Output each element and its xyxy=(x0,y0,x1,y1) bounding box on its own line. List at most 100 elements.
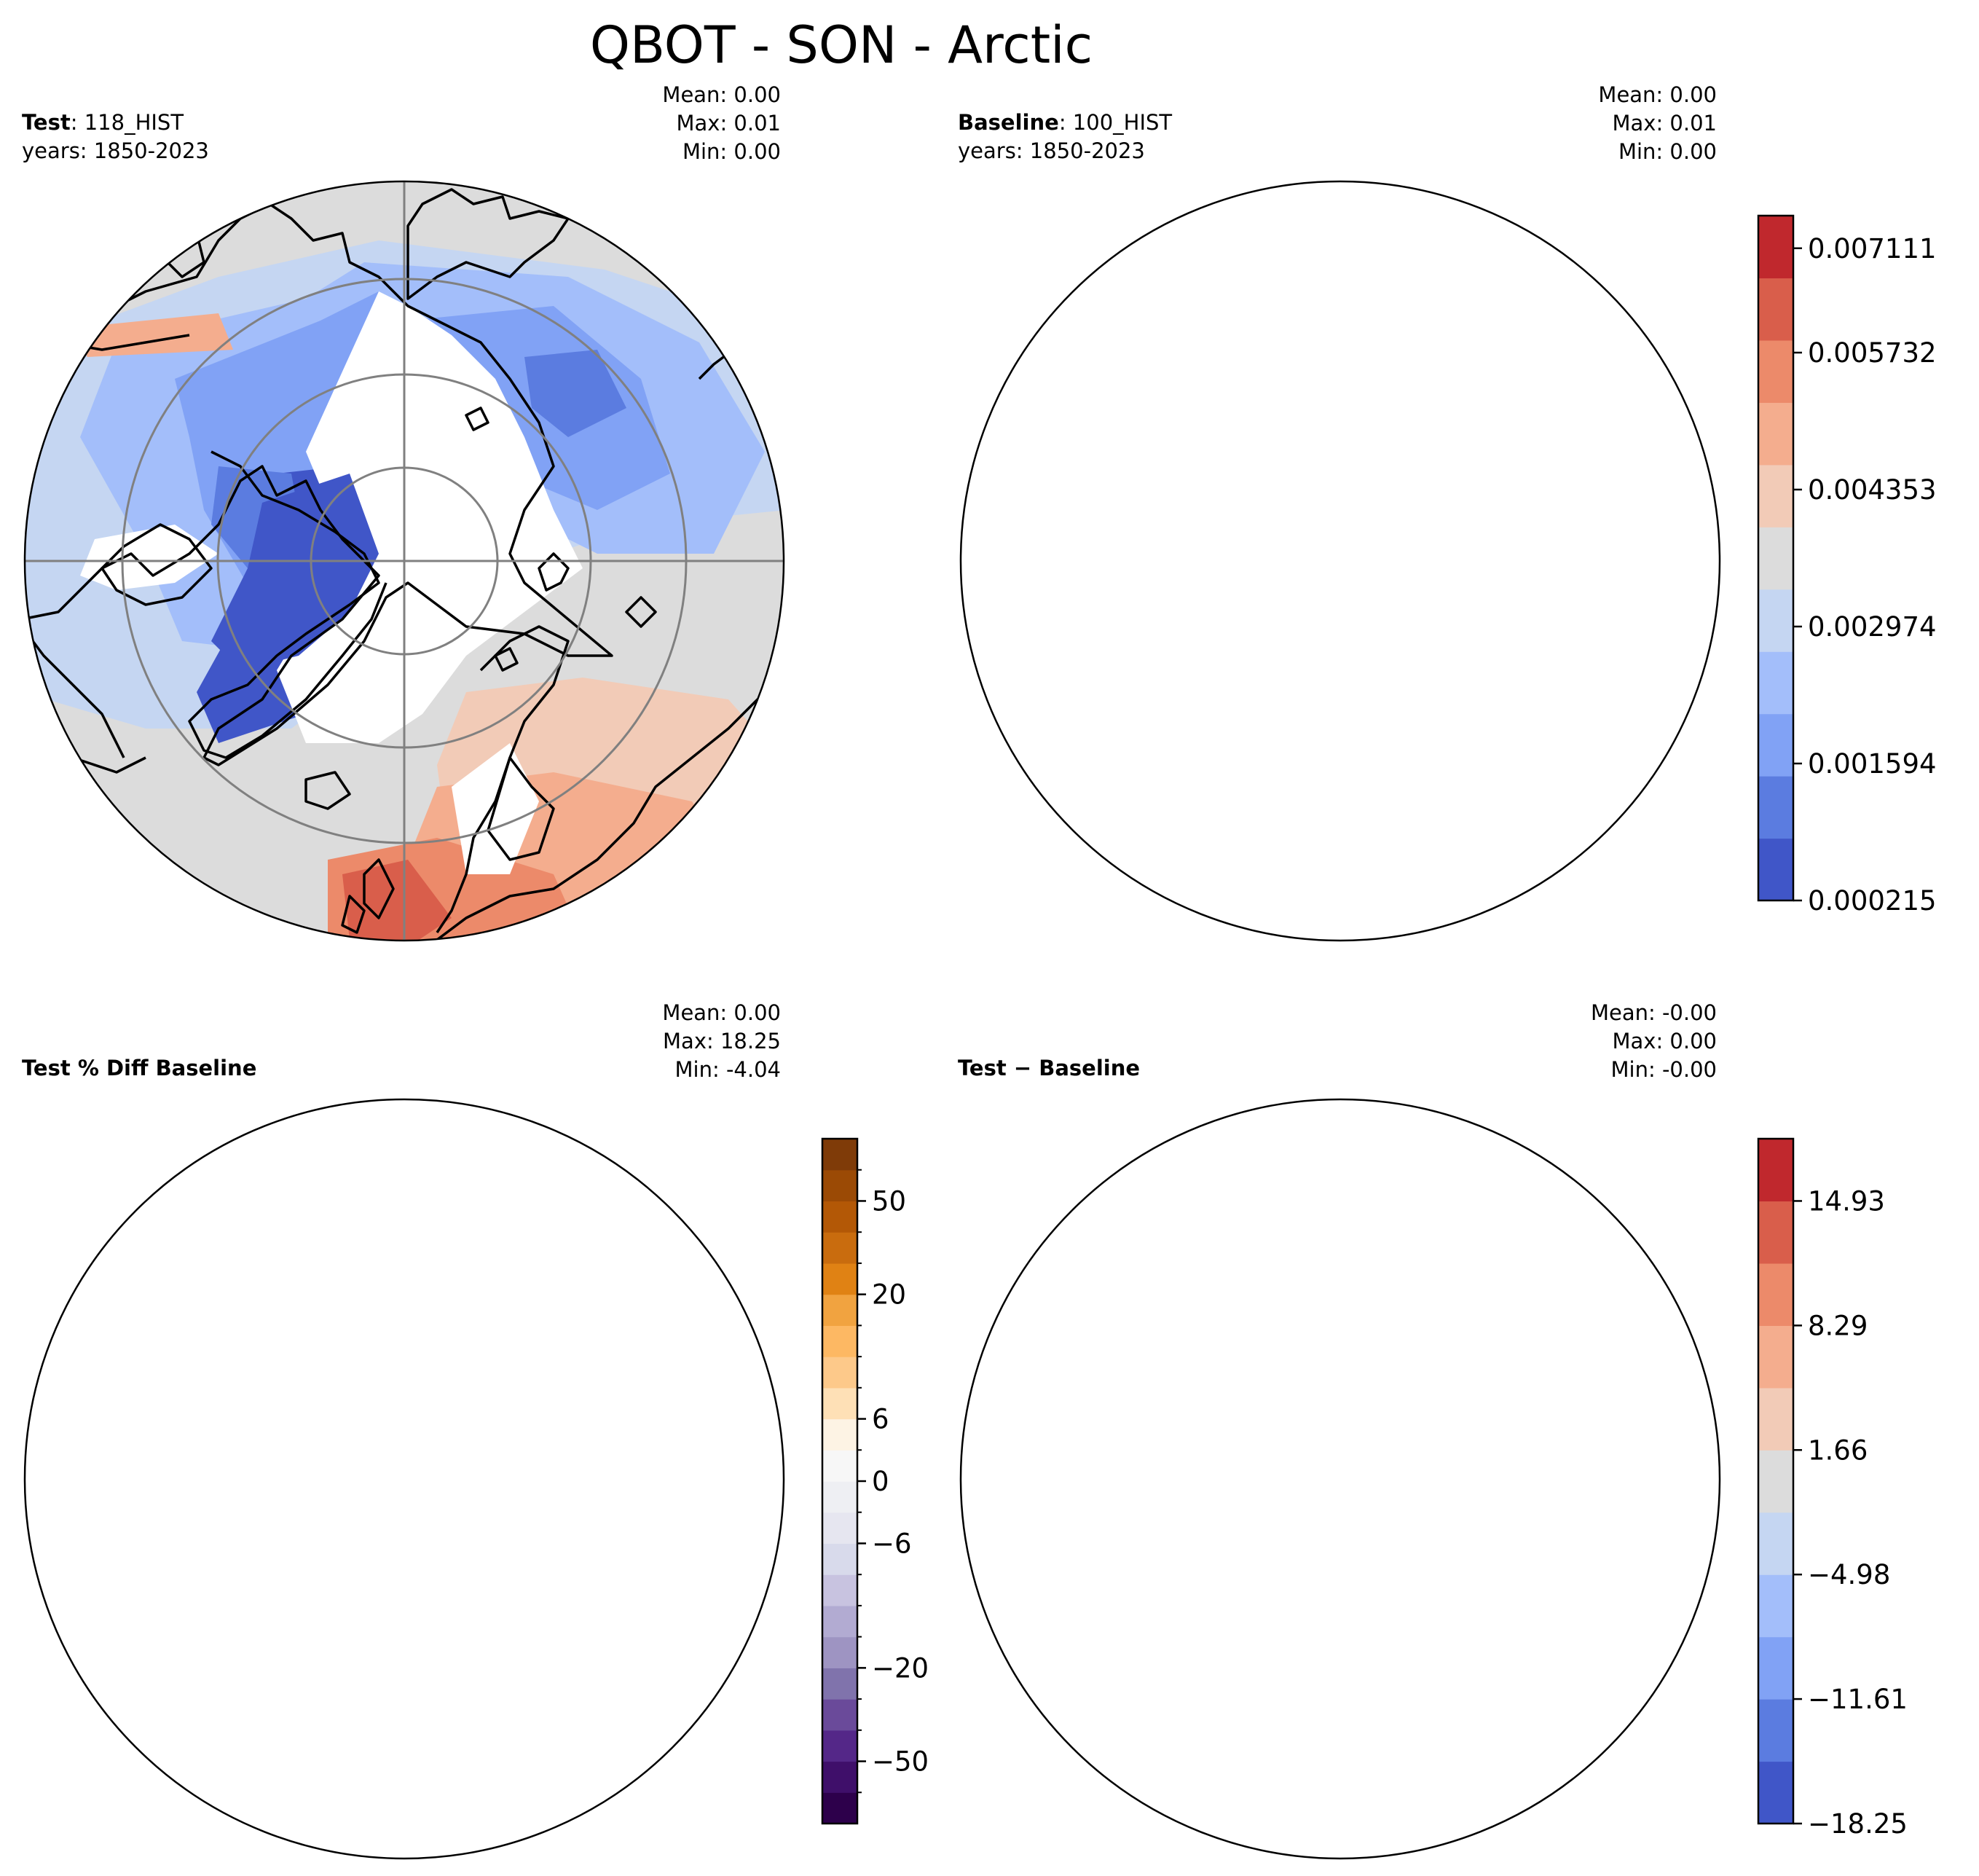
colorbar-band xyxy=(822,1636,857,1668)
colorbar-band xyxy=(1758,1139,1793,1202)
colorbar-tick-label: 20 xyxy=(872,1279,906,1311)
colorbar-tick-label: 0.004353 xyxy=(1808,474,1937,506)
colorbar-main: 0.000215 0.001594 0.002974 0.004353 0.005732… xyxy=(1757,214,1937,917)
colorbar-band xyxy=(1758,216,1793,279)
colorbar-tick-label: −6 xyxy=(872,1528,912,1559)
colorbar-band xyxy=(1758,1512,1793,1575)
panel-baseline-mean: Mean: 0.00 xyxy=(1598,82,1717,107)
colorbar-band xyxy=(1758,1201,1793,1264)
colorbar-band xyxy=(1758,402,1793,466)
colorbar-band xyxy=(822,1699,857,1731)
colorbar-tick-label: −50 xyxy=(872,1746,929,1778)
colorbar-band xyxy=(822,1761,857,1793)
panel-baseline-label-rest: : 100_HIST xyxy=(1059,110,1173,135)
colorbar-band xyxy=(822,1730,857,1762)
panel-diff: Test − Baseline Mean: -0.00 Max: 0.00 Mi… xyxy=(958,1000,1723,1861)
colorbar-band xyxy=(822,1232,857,1264)
colorbar-band xyxy=(822,1668,857,1700)
colorbar-band xyxy=(822,1605,857,1638)
colorbar-frame xyxy=(1757,214,1795,902)
colorbar-band xyxy=(1758,1325,1793,1389)
colorbar-tick-label: −4.98 xyxy=(1808,1559,1890,1590)
panel-diff-min: Min: -0.00 xyxy=(1611,1057,1717,1082)
colorbar-band xyxy=(1758,651,1793,715)
panel-baseline-label-bold: Baseline xyxy=(958,110,1059,135)
figure-title: QBOT - SON - Arctic xyxy=(590,15,1093,75)
colorbar-band xyxy=(1758,1387,1793,1451)
colorbar-band xyxy=(822,1201,857,1233)
colorbar-tick-label: 0.007111 xyxy=(1808,233,1937,264)
colorbar-tick-label: 50 xyxy=(872,1185,906,1217)
colorbar-band xyxy=(822,1294,857,1326)
colorbar-band xyxy=(1758,340,1793,403)
colorbar-band xyxy=(822,1357,857,1389)
colorbar-tick-label: −11.61 xyxy=(1808,1684,1908,1715)
colorbar-band xyxy=(822,1387,857,1420)
panel-pctdiff-label: Test % Diff Baseline xyxy=(22,1056,256,1080)
panel-test-map xyxy=(25,181,784,941)
map-boundary xyxy=(959,180,1721,942)
colorbar-diff: −18.25 −11.61 −4.98 1.66 8.29 14.93 xyxy=(1757,1137,1908,1840)
map-boundary xyxy=(959,1098,1721,1860)
panel-test-label-rest: : 118_HIST xyxy=(71,110,184,135)
colorbar-band xyxy=(822,1450,857,1482)
colorbar-band xyxy=(822,1169,857,1202)
panel-baseline: Baseline: 100_HIST years: 1850-2023 Mean… xyxy=(958,82,1723,947)
fill-band-d95e4b xyxy=(342,860,452,941)
colorbar-tick-label: −20 xyxy=(872,1652,929,1684)
colorbar-band xyxy=(822,1325,857,1357)
colorbar-band xyxy=(1758,527,1793,590)
panel-pctdiff-mean: Mean: 0.00 xyxy=(662,1000,781,1025)
panel-baseline-map xyxy=(958,153,1723,947)
colorbar-tick-label: 0 xyxy=(872,1466,889,1497)
panel-test-max: Max: 0.01 xyxy=(676,111,781,136)
colorbar-band xyxy=(1758,464,1793,527)
fill-greenland-overlay xyxy=(211,474,379,670)
panel-baseline-years: years: 1850-2023 xyxy=(958,138,1145,163)
panel-diff-label-bold: Test xyxy=(958,1056,1007,1080)
panel-test-mean: Mean: 0.00 xyxy=(662,82,781,107)
colorbar-band xyxy=(822,1512,857,1545)
colorbar-band xyxy=(1758,1699,1793,1762)
panel-baseline-label: Baseline: 100_HIST xyxy=(958,110,1172,135)
colorbar-band xyxy=(1758,589,1793,652)
map-boundary xyxy=(23,1098,785,1860)
panel-diff-mean: Mean: -0.00 xyxy=(1591,1000,1717,1025)
panel-test-label: Test: 118_HIST xyxy=(22,110,184,135)
colorbar-band xyxy=(1758,1574,1793,1638)
colorbar-tick-label: 0.005732 xyxy=(1808,337,1937,369)
panel-pctdiff-map xyxy=(22,1071,787,1861)
colorbar-band xyxy=(822,1418,857,1451)
colorbar-band xyxy=(822,1792,857,1824)
colorbar-pctdiff: −50 −20 −6 0 6 20 50 xyxy=(821,1137,929,1825)
panel-diff-label: Test − Baseline xyxy=(958,1056,1140,1080)
colorbar-tick-label: 14.93 xyxy=(1808,1185,1885,1217)
panel-test-label-bold: Test xyxy=(22,110,71,135)
colorbar-tick-label: −18.25 xyxy=(1808,1808,1908,1840)
colorbar-band xyxy=(822,1139,857,1171)
colorbar-band xyxy=(1758,713,1793,777)
colorbar-tick-label: 6 xyxy=(872,1404,889,1435)
colorbar-band xyxy=(1758,1450,1793,1513)
map-boundary xyxy=(23,180,785,942)
colorbar-band xyxy=(822,1543,857,1575)
panel-diff-map xyxy=(958,1071,1723,1861)
colorbar-band xyxy=(822,1263,857,1295)
panel-baseline-min: Min: 0.00 xyxy=(1618,139,1717,164)
colorbar-tick-label: 1.66 xyxy=(1808,1435,1868,1466)
panel-baseline-max: Max: 0.01 xyxy=(1612,111,1717,136)
colorbar-band xyxy=(1758,1636,1793,1700)
colorbar-tick-label: 8.29 xyxy=(1808,1310,1868,1341)
colorbar-frame xyxy=(1757,1137,1795,1825)
colorbar-tick-label: 0.001594 xyxy=(1808,748,1937,780)
colorbar-band xyxy=(1758,776,1793,839)
panel-test-min: Min: 0.00 xyxy=(682,139,781,164)
graticule xyxy=(25,181,784,941)
colorbar-band xyxy=(822,1481,857,1513)
fill-band-f4ad8e-europe xyxy=(73,313,233,357)
panel-diff-max: Max: 0.00 xyxy=(1612,1029,1717,1053)
panel-test-years: years: 1850-2023 xyxy=(22,138,209,163)
colorbar-tick-label: 0.002974 xyxy=(1808,611,1937,643)
colorbar-band xyxy=(1758,1263,1793,1326)
